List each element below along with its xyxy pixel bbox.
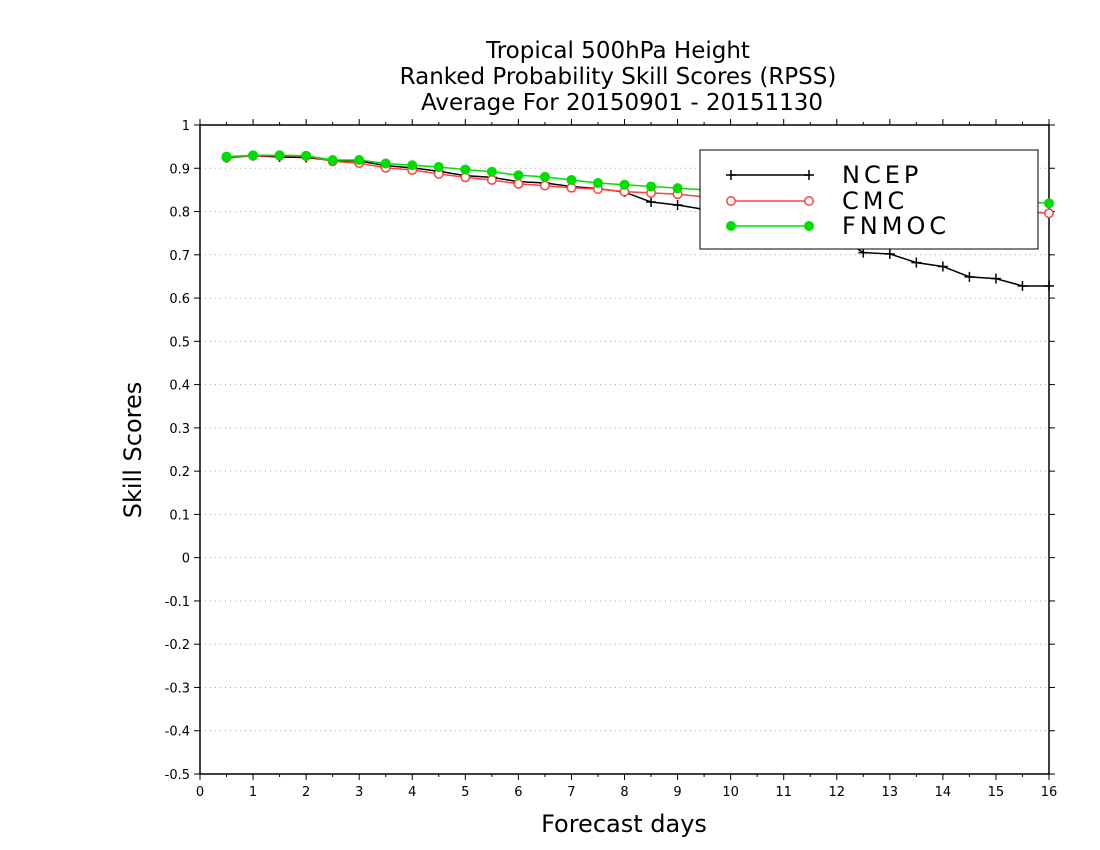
y-tick-label: 0.2 <box>169 465 190 480</box>
data-point-cmc <box>539 180 550 191</box>
x-tick-label: 5 <box>461 785 469 800</box>
x-tick-label: 8 <box>620 785 628 800</box>
data-point-fnmoc <box>301 150 312 161</box>
x-tick-label: 15 <box>988 785 1005 800</box>
x-tick-label: 12 <box>828 785 845 800</box>
data-point-ncep <box>964 271 975 282</box>
data-point-fnmoc <box>274 150 285 161</box>
data-point-ncep <box>1044 280 1054 291</box>
data-point-fnmoc <box>1044 198 1054 209</box>
y-tick-label: -0.5 <box>165 768 190 783</box>
data-point-ncep <box>646 197 657 208</box>
data-point-fnmoc <box>486 166 497 177</box>
legend-box <box>699 149 1039 250</box>
legend-item-cmc: CMC <box>726 187 908 215</box>
x-tick-label: 0 <box>196 785 204 800</box>
title-line-2: Ranked Probability Skill Scores (RPSS) <box>400 64 837 90</box>
data-point-fnmoc <box>539 171 550 182</box>
legend-label-fnmoc: FNMOC <box>842 212 950 240</box>
x-axis-label: Forecast days <box>541 810 707 838</box>
x-tick-label: 10 <box>722 785 739 800</box>
x-tick-label: 2 <box>302 785 310 800</box>
data-point-fnmoc <box>380 158 391 169</box>
x-tick-label: 1 <box>249 785 257 800</box>
legend-marker <box>804 170 814 180</box>
y-tick-label: 0.9 <box>169 162 190 177</box>
y-tick-label: 0.5 <box>169 335 190 350</box>
title-line-3: Average For 20150901 - 20151130 <box>421 90 823 116</box>
x-tick-label: 14 <box>935 785 952 800</box>
y-tick-label: -0.4 <box>165 725 190 740</box>
data-point-ncep <box>911 257 922 268</box>
data-point-fnmoc <box>566 174 577 185</box>
data-point-cmc <box>486 174 497 185</box>
y-tick-label: 0.3 <box>169 422 190 437</box>
legend-marker <box>726 170 736 180</box>
y-tick-label: -0.3 <box>165 681 190 696</box>
data-point-fnmoc <box>592 177 603 188</box>
data-point-ncep <box>672 200 683 211</box>
legend-item-ncep: NCEP <box>726 161 922 189</box>
legend-marker <box>726 196 736 206</box>
y-tick-label: 0.4 <box>169 379 190 394</box>
data-point-ncep <box>990 273 1001 284</box>
y-tick-label: -0.1 <box>165 595 190 610</box>
legend-item-fnmoc: FNMOC <box>726 212 950 240</box>
data-point-fnmoc <box>513 170 524 181</box>
y-tick-label: 0.6 <box>169 292 190 307</box>
data-point-ncep <box>937 261 948 272</box>
data-point-fnmoc <box>619 179 630 190</box>
y-tick-label: 0.1 <box>169 508 190 523</box>
legend-label-ncep: NCEP <box>842 161 922 189</box>
x-tick-label: 4 <box>408 785 416 800</box>
y-tick-label: 0.7 <box>169 249 190 264</box>
data-point-fnmoc <box>327 155 338 166</box>
data-point-fnmoc <box>248 150 259 161</box>
x-tick-label: 13 <box>882 785 899 800</box>
legend-label-cmc: CMC <box>842 187 908 215</box>
x-tick-label: 3 <box>355 785 363 800</box>
data-point-fnmoc <box>433 161 444 172</box>
data-point-fnmoc <box>354 155 365 166</box>
data-point-fnmoc <box>221 151 232 162</box>
legend-marker <box>726 221 736 231</box>
x-tick-label: 11 <box>775 785 792 800</box>
y-tick-label: 0 <box>182 552 190 567</box>
grid <box>200 167 1049 732</box>
y-axis-label: Skill Scores <box>119 382 147 519</box>
chart-title: Tropical 500hPa Height Ranked Probabilit… <box>400 38 837 116</box>
legend-marker <box>804 221 814 231</box>
x-tick-label: 6 <box>514 785 522 800</box>
data-point-fnmoc <box>646 181 657 192</box>
data-point-fnmoc <box>460 164 471 175</box>
data-point-fnmoc <box>407 160 418 171</box>
y-axis: 1 0.9 0.8 0.7 0.6 0.5 0.4 0.3 0.2 0.1 0 -0.1 -0.2 -0.… <box>165 119 1055 783</box>
y-tick-label: -0.2 <box>165 638 190 653</box>
data-point-ncep <box>884 248 895 259</box>
data-point-ncep <box>1017 280 1028 291</box>
data-point-cmc <box>513 178 524 189</box>
x-tick-label: 9 <box>673 785 681 800</box>
y-tick-label: 0.8 <box>169 206 190 221</box>
x-tick-label: 7 <box>567 785 575 800</box>
x-tick-label: 16 <box>1041 785 1058 800</box>
data-point-fnmoc <box>672 183 683 194</box>
data-point-cmc <box>1044 208 1054 219</box>
title-line-1: Tropical 500hPa Height <box>485 38 750 64</box>
y-tick-label: 1 <box>182 119 190 134</box>
legend-marker <box>804 196 814 206</box>
x-axis: 0 1 2 3 4 5 6 7 8 9 10 11 12 13 14 15 16 <box>196 119 1057 800</box>
